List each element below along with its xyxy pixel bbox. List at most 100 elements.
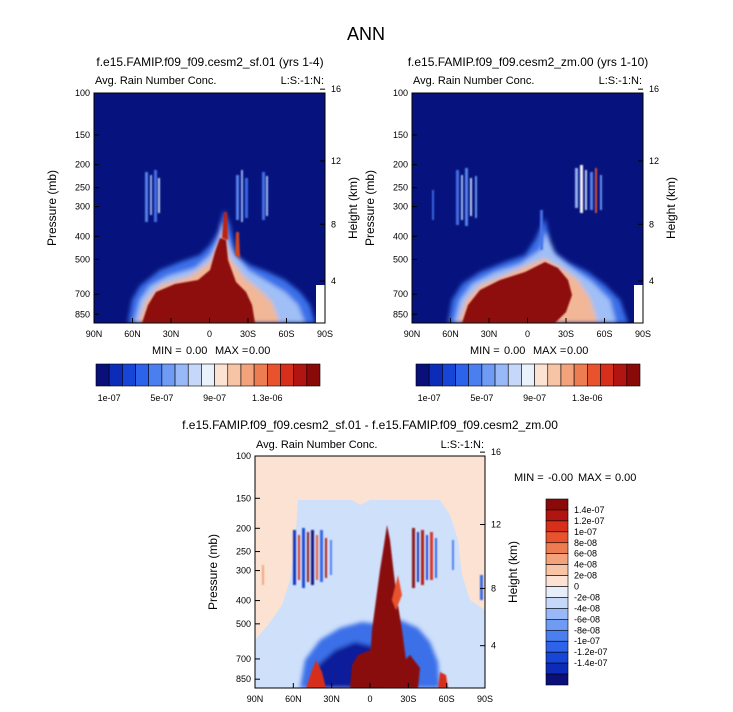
panel-3-colorbar-label: -1.4e-07 xyxy=(574,658,608,668)
panel-2-x-tick-label: 30N xyxy=(481,329,498,339)
panel-3-x-tick-label: 30S xyxy=(400,694,416,704)
panel-1-colorbar-swatch xyxy=(95,363,110,387)
panel-3-y-tick-label: 700 xyxy=(236,654,251,664)
panel-2-y-tick-label: 300 xyxy=(393,202,408,212)
panel-3-colorbar-swatch xyxy=(545,520,569,533)
panel-1-colorbar-label: 9e-07 xyxy=(203,393,226,403)
panel-3-y2-axis-label: Height (km) xyxy=(506,541,520,603)
panel-3-x-tick-label: 60N xyxy=(285,694,302,704)
panel-1-colorbar-label: 1.3e-06 xyxy=(252,393,283,403)
panel-1-y-tick-label: 300 xyxy=(75,202,90,212)
panel-3-x-tick-label: 90S xyxy=(477,694,493,704)
panel-2-stats: MIN = 0.00 MAX = 0.00 xyxy=(470,345,588,357)
panel-3-x-tick-label: 0 xyxy=(367,694,372,704)
panel-1-colorbar-swatch xyxy=(280,363,294,387)
panel-2-y-tick-label: 100 xyxy=(393,88,408,98)
panel-1-colorbar-swatch xyxy=(174,363,189,387)
panel-1-y2-tick-label: 8 xyxy=(331,219,336,229)
panel-2-colorbar-swatch xyxy=(586,363,601,387)
panel-3-colorbar-swatch xyxy=(545,509,569,522)
panel-3-y-tick-label: 400 xyxy=(236,596,251,606)
panel-3-y-tick-label: 150 xyxy=(236,493,251,503)
panel-3-colorbar-swatch xyxy=(545,531,569,544)
panel-3-colorbar-label: 1.4e-07 xyxy=(574,505,605,515)
panel-1-stats-max-label: MAX = xyxy=(215,345,248,357)
panel-3-x-tick-label: 90N xyxy=(247,694,264,704)
panel-1-y2-tick-label: 4 xyxy=(331,276,336,286)
panel-1-y-tick-label: 850 xyxy=(75,309,90,319)
panel-3-colorbar-swatch xyxy=(545,586,569,598)
panel-2-y-tick-label: 200 xyxy=(393,160,408,170)
panel-1-y-tick-label: 700 xyxy=(75,289,90,299)
panel-3-colorbar-swatch xyxy=(545,608,569,620)
panel-2-stats-max: 0.00 xyxy=(567,345,588,357)
panel-2-x-tick-label: 90S xyxy=(635,329,651,339)
panel-2-y2-tick-label: 8 xyxy=(649,219,654,229)
panel-3-colorbar-swatch xyxy=(545,498,569,511)
panel-2-y-tick-label: 700 xyxy=(393,289,408,299)
panel-3-colorbar-label: -1e-07 xyxy=(574,636,600,646)
panel-2-colorbar-swatch xyxy=(468,363,483,387)
panel-2-y-tick-label: 150 xyxy=(393,130,408,140)
panel-1-colorbar-swatch xyxy=(253,363,268,387)
panel-2-variable: Avg. Rain Number Conc. xyxy=(413,75,534,87)
panel-1-x-tick-label: 0 xyxy=(207,329,212,339)
panel-1-colorbar-swatch xyxy=(161,363,176,387)
panel-2-colorbar-swatch xyxy=(455,363,470,387)
panel-2-plot xyxy=(412,93,643,323)
panel-1-colorbar-label: 5e-07 xyxy=(150,393,173,403)
panel-2: f.e15.FAMIP.f09_f09.cesm2_zm.00 (yrs 1-1… xyxy=(408,55,648,324)
panel-2-y-tick-label: 850 xyxy=(393,309,408,319)
panel-2-colorbar-swatch xyxy=(573,363,588,387)
panel-1-title: f.e15.FAMIP.f09_f09.cesm2_sf.01 (yrs 1-4… xyxy=(96,55,323,69)
panel-3-colorbar-swatch xyxy=(545,629,569,642)
panel-2-x-tick-label: 0 xyxy=(525,329,530,339)
panel-3-colorbar-label: -4e-08 xyxy=(574,603,600,613)
panel-1-colorbar-swatch xyxy=(240,363,255,387)
panel-1-y-tick-label: 250 xyxy=(75,183,90,193)
panel-2-colorbar-swatch xyxy=(547,363,562,387)
panel-1-stats-max: 0.00 xyxy=(249,345,270,357)
panel-3-colorbar-swatch xyxy=(545,640,569,653)
panel-3-colorbar-label: 1.2e-07 xyxy=(574,516,605,526)
panel-3-y-tick-label: 100 xyxy=(236,451,251,461)
panel-1-y-axis-label: Pressure (mb) xyxy=(45,170,59,246)
panel-2-colorbar-swatch xyxy=(613,363,628,387)
panel-3-stats-min-label: MIN = xyxy=(514,472,544,484)
panel-2-colorbar-swatch xyxy=(442,363,456,387)
panel-3-colorbar-swatch xyxy=(545,619,569,631)
panel-3-colorbar-label: -8e-08 xyxy=(574,625,600,635)
panel-2-x-tick-label: 30S xyxy=(558,329,574,339)
panel-3-x-tick-label: 30N xyxy=(323,694,340,704)
panel-3-colorbar-label: -6e-08 xyxy=(574,614,600,624)
panel-2-y2-axis-label: Height (km) xyxy=(664,177,678,239)
panel-3-y2-tick-label: 12 xyxy=(491,520,501,530)
panel-2-colorbar-swatch xyxy=(534,363,549,387)
panel-2-colorbar-swatch xyxy=(428,363,443,387)
panel-2-colorbar-swatch xyxy=(481,363,496,387)
panel-3-x-tick-label: 60S xyxy=(439,694,455,704)
panel-2-stats-max-label: MAX = xyxy=(533,345,566,357)
panel-1-y2-tick-label: 16 xyxy=(331,84,341,94)
panel-2-y-tick-label: 250 xyxy=(393,183,408,193)
panel-2-code: L:S:-1:N: xyxy=(599,75,642,87)
panel-1-x-tick-label: 60N xyxy=(124,329,141,339)
panel-1-colorbar-swatch xyxy=(108,363,123,387)
panel-1-x-tick-label: 30S xyxy=(240,329,256,339)
panel-1-colorbar-swatch xyxy=(148,363,163,387)
panel-1-y-tick-label: 100 xyxy=(75,88,90,98)
panel-3-colorbar-swatch xyxy=(545,542,569,555)
panel-1-y-tick-label: 400 xyxy=(75,231,90,241)
panel-3-y2-tick-label: 8 xyxy=(491,583,496,593)
panel-2-y-tick-label: 400 xyxy=(393,231,408,241)
panel-3-code: L:S:-1:N: xyxy=(441,439,484,451)
panel-1-y2-tick-label: 12 xyxy=(331,156,341,166)
panel-3-y-axis-label: Pressure (mb) xyxy=(206,534,220,610)
panel-2-y2-tick-label: 12 xyxy=(649,156,659,166)
panel-1: f.e15.FAMIP.f09_f09.cesm2_sf.01 (yrs 1-4… xyxy=(93,55,326,324)
panel-2-x-tick-label: 90N xyxy=(404,329,421,339)
panel-3-y2-tick-label: 16 xyxy=(491,447,501,457)
panel-3: f.e15.FAMIP.f09_f09.cesm2_sf.01 - f.e15.… xyxy=(182,418,636,689)
panel-2-y2-tick-label: 16 xyxy=(649,84,659,94)
panel-1-colorbar-swatch xyxy=(135,363,150,387)
